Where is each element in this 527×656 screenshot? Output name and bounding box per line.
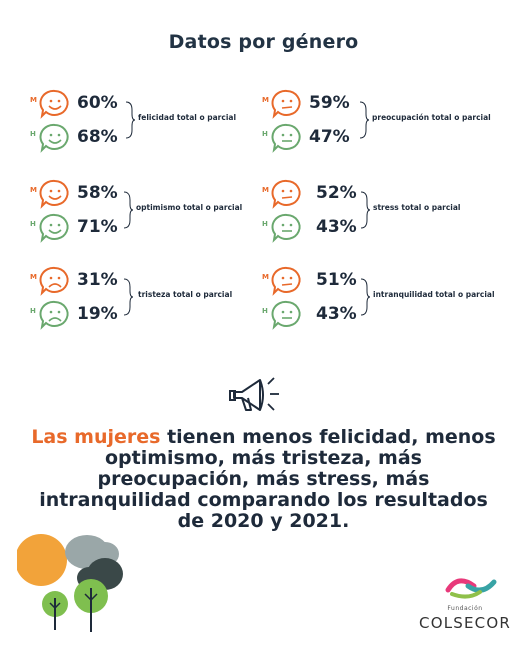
- men-row: H 47%: [262, 123, 392, 153]
- men-percent: 47%: [309, 127, 350, 147]
- women-label: M: [262, 273, 269, 281]
- smiley-icon: [39, 179, 69, 209]
- brace-connector: [125, 101, 135, 139]
- women-row: M 31%: [30, 266, 160, 296]
- headline-accent: Las mujeres: [31, 426, 161, 448]
- metric-label: tristeza total o parcial: [138, 290, 233, 299]
- women-percent: 52%: [316, 183, 357, 203]
- women-row: M 58%: [30, 179, 160, 209]
- brace-connector: [360, 278, 370, 316]
- neutral-face-icon: [271, 266, 301, 296]
- metric-label: optimismo total o parcial: [136, 203, 243, 212]
- men-label: H: [30, 220, 36, 228]
- women-percent: 58%: [77, 183, 118, 203]
- women-row: M 51%: [262, 266, 392, 296]
- colsecor-logo: Fundación COLSECOR: [410, 572, 520, 642]
- brace-connector: [123, 278, 133, 316]
- brace-connector: [123, 191, 133, 229]
- headline-text: tienen menos felicidad, menos optimismo,…: [39, 426, 496, 532]
- metric-optimismo: M 58% H 71% optimismo total o parcial: [30, 179, 280, 243]
- headline: Las mujeres tienen menos felicidad, meno…: [30, 427, 497, 532]
- women-label: M: [30, 186, 37, 194]
- men-row: H 43%: [262, 300, 392, 330]
- men-percent: 43%: [316, 217, 357, 237]
- men-label: H: [262, 307, 268, 315]
- men-label: H: [262, 220, 268, 228]
- women-row: M 52%: [262, 179, 392, 209]
- men-percent: 71%: [77, 217, 118, 237]
- metric-label: preocupación total o parcial: [372, 113, 491, 122]
- neutral-face-icon: [271, 179, 301, 209]
- smiley-icon: [39, 123, 69, 153]
- megaphone-icon: [229, 377, 279, 411]
- smiley-icon: [39, 89, 69, 119]
- sad-face-icon: [39, 300, 69, 330]
- men-row: H 43%: [262, 213, 392, 243]
- metric-preocupacion: M 59% H 47% preocupación total o parcial: [262, 89, 512, 153]
- brace-connector: [359, 101, 369, 139]
- sad-face-icon: [39, 266, 69, 296]
- metric-stress: M 52% H 43% stress total o parcial: [262, 179, 512, 243]
- men-label: H: [30, 307, 36, 315]
- neutral-face-icon: [271, 123, 301, 153]
- men-percent: 68%: [77, 127, 118, 147]
- women-label: M: [30, 96, 37, 104]
- metric-tristeza: M 31% H 19% tristeza total o parcial: [30, 266, 280, 330]
- metric-label: felicidad total o parcial: [138, 113, 237, 122]
- women-label: M: [262, 96, 269, 104]
- men-label: H: [262, 130, 268, 138]
- logo-name: COLSECOR: [419, 614, 511, 632]
- neutral-face-icon: [271, 300, 301, 330]
- men-label: H: [30, 130, 36, 138]
- trees-illustration: [17, 534, 123, 632]
- metric-label: stress total o parcial: [373, 203, 461, 212]
- women-percent: 60%: [77, 93, 118, 113]
- women-percent: 51%: [316, 270, 357, 290]
- women-label: M: [30, 273, 37, 281]
- women-percent: 31%: [77, 270, 118, 290]
- neutral-face-icon: [271, 213, 301, 243]
- page-title: Datos por género: [168, 31, 359, 53]
- metric-intranquilidad: M 51% H 43% intranquilidad total o parci…: [262, 266, 512, 330]
- men-percent: 19%: [77, 304, 118, 324]
- men-row: H 19%: [30, 300, 160, 330]
- logo-subtitle: Fundación: [447, 605, 483, 612]
- neutral-face-icon: [271, 89, 301, 119]
- metric-label: intranquilidad total o parcial: [373, 290, 495, 299]
- women-percent: 59%: [309, 93, 350, 113]
- logo-mark-icon: [445, 578, 497, 599]
- women-row: M 59%: [262, 89, 392, 119]
- men-row: H 71%: [30, 213, 160, 243]
- women-label: M: [262, 186, 269, 194]
- smiley-icon: [39, 213, 69, 243]
- brace-connector: [360, 191, 370, 229]
- metric-felicidad: M 60% H 68% felicidad total o parcial: [30, 89, 280, 153]
- men-percent: 43%: [316, 304, 357, 324]
- women-row: M 60%: [30, 89, 160, 119]
- men-row: H 68%: [30, 123, 160, 153]
